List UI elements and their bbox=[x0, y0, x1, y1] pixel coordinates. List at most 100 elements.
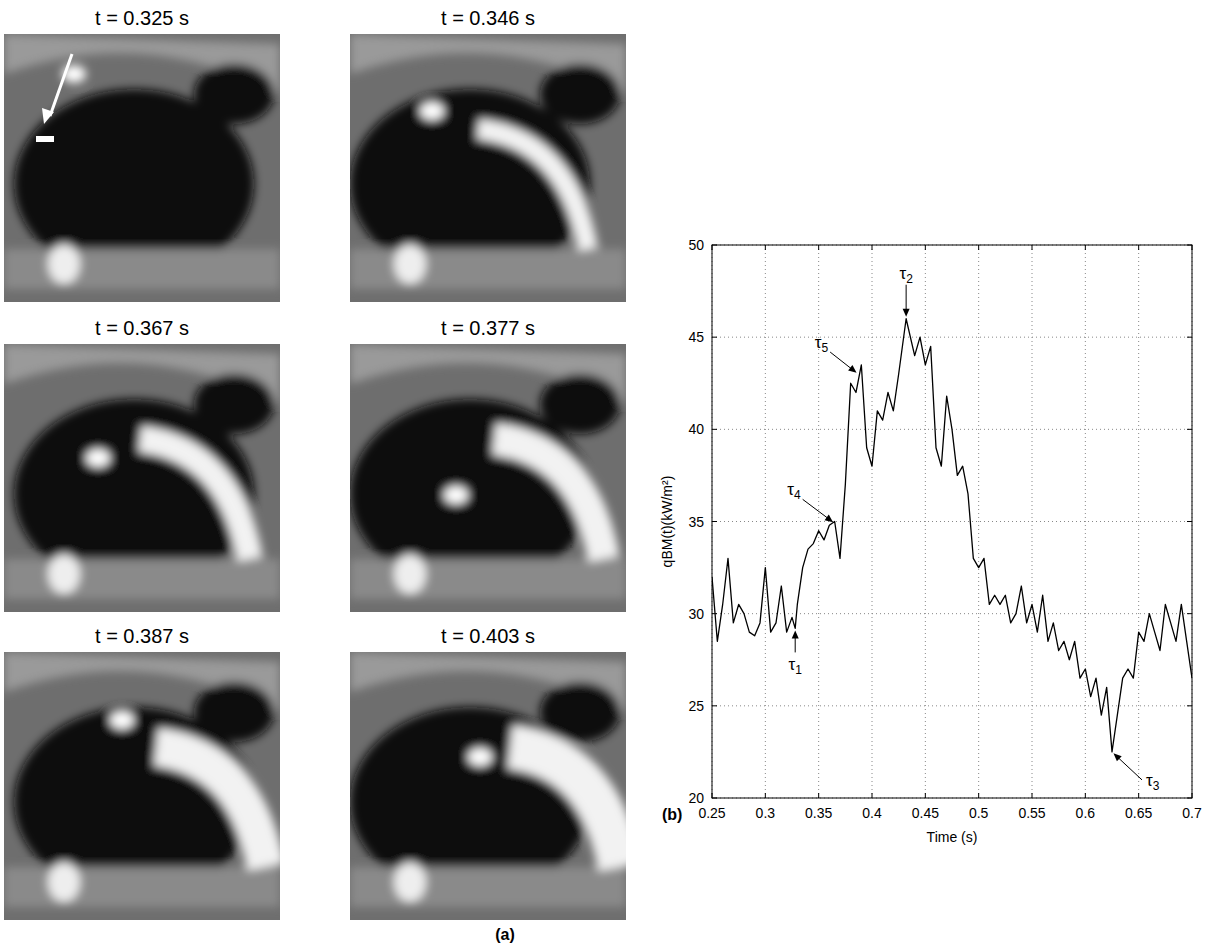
tick bbox=[1187, 613, 1192, 614]
texture bbox=[350, 559, 626, 599]
annotation-arrow bbox=[795, 636, 796, 652]
tick-label: 30 bbox=[688, 606, 704, 622]
texture bbox=[156, 747, 266, 867]
grid-line bbox=[712, 337, 1192, 338]
annotation-arrowhead bbox=[848, 365, 856, 373]
tick bbox=[1138, 793, 1139, 798]
frame-texture bbox=[350, 652, 626, 907]
x-axis-title: Time (s) bbox=[927, 829, 978, 845]
texture bbox=[194, 64, 274, 124]
frame-image bbox=[350, 652, 626, 920]
annotation-label: τ5 bbox=[815, 333, 829, 355]
tick bbox=[978, 793, 979, 798]
grid-line bbox=[1138, 245, 1139, 798]
frame-image bbox=[4, 652, 280, 920]
texture bbox=[350, 249, 626, 289]
annotation-label: τ3 bbox=[1146, 771, 1160, 793]
tick bbox=[712, 429, 717, 430]
texture bbox=[194, 374, 274, 434]
tick-label: 0.3 bbox=[756, 805, 776, 821]
figure: t = 0.325 s t = 0.346 s t = 0.367 s t = 0.3… bbox=[0, 0, 1212, 950]
annotation-arrow bbox=[830, 352, 852, 369]
texture bbox=[4, 559, 280, 599]
texture bbox=[194, 682, 274, 742]
tick bbox=[925, 245, 926, 250]
annotation-label: τ2 bbox=[899, 264, 913, 286]
tick-label: 0.7 bbox=[1182, 805, 1202, 821]
annotation-arrow bbox=[906, 285, 907, 311]
tick-label: 0.5 bbox=[969, 805, 989, 821]
tick-label: 25 bbox=[688, 698, 704, 714]
grid-line bbox=[818, 245, 819, 798]
tick bbox=[925, 793, 926, 798]
texture bbox=[494, 439, 604, 559]
frame-image bbox=[350, 344, 626, 612]
panel-label: (a) bbox=[495, 926, 515, 943]
panel-label: (b) bbox=[662, 806, 682, 823]
tick-label: 0.35 bbox=[805, 805, 832, 821]
tick bbox=[712, 521, 717, 522]
annotation-arrowhead bbox=[825, 515, 834, 523]
frame-bg bbox=[4, 34, 280, 302]
plot-frame bbox=[712, 245, 1192, 798]
texture bbox=[110, 711, 134, 729]
annotation-arrowhead bbox=[903, 309, 910, 317]
tick bbox=[1085, 245, 1086, 250]
texture bbox=[468, 748, 492, 766]
tick-label: 0.25 bbox=[698, 805, 725, 821]
tick bbox=[765, 245, 766, 250]
texture bbox=[540, 64, 620, 124]
tick bbox=[1187, 705, 1192, 706]
grid-line bbox=[712, 705, 1192, 706]
texture bbox=[540, 374, 620, 434]
texture bbox=[540, 682, 620, 742]
annotation-arrowhead bbox=[1113, 753, 1121, 761]
tick-label: 35 bbox=[688, 514, 704, 530]
frame-title: t = 0.325 s bbox=[95, 7, 189, 29]
texture bbox=[350, 867, 626, 907]
frame-texture bbox=[4, 652, 280, 907]
texture bbox=[394, 862, 426, 902]
tick-label: 40 bbox=[688, 421, 704, 437]
tick bbox=[712, 337, 717, 338]
frame-image bbox=[4, 344, 280, 612]
annotation-label: τ1 bbox=[788, 655, 802, 677]
tick-label: 0.55 bbox=[1018, 805, 1045, 821]
frame-title: t = 0.403 s bbox=[441, 625, 535, 647]
tick-label: 20 bbox=[688, 790, 704, 806]
data-line bbox=[712, 319, 1192, 752]
texture bbox=[86, 449, 110, 467]
annotation-arrow bbox=[1118, 757, 1142, 780]
frame-texture bbox=[4, 34, 280, 289]
texture bbox=[48, 244, 80, 284]
texture bbox=[4, 249, 280, 289]
frame-image bbox=[350, 34, 626, 302]
annotation-arrowhead bbox=[792, 630, 799, 638]
texture bbox=[394, 244, 426, 284]
annotation-label: τ4 bbox=[787, 480, 801, 502]
tick-label: 0.65 bbox=[1125, 805, 1152, 821]
tick bbox=[872, 793, 873, 798]
tick bbox=[872, 245, 873, 250]
tick bbox=[1187, 521, 1192, 522]
annotation-arrow bbox=[803, 499, 829, 518]
texture bbox=[48, 554, 80, 594]
texture bbox=[510, 747, 620, 867]
tick-label: 0.45 bbox=[912, 805, 939, 821]
tick bbox=[818, 245, 819, 250]
tick bbox=[1032, 245, 1033, 250]
texture bbox=[444, 486, 468, 504]
frame-bg bbox=[4, 652, 280, 920]
frame-title: t = 0.346 s bbox=[441, 7, 535, 29]
tick bbox=[978, 245, 979, 250]
plot-area bbox=[712, 319, 1192, 752]
frame-title: t = 0.367 s bbox=[95, 317, 189, 339]
frame-title: t = 0.387 s bbox=[95, 625, 189, 647]
texture bbox=[420, 102, 444, 120]
frame-texture bbox=[350, 344, 626, 599]
tick-label: 0.6 bbox=[1076, 805, 1096, 821]
tick bbox=[818, 793, 819, 798]
y-axis-title: qBM(t)(kW/m²) bbox=[659, 476, 675, 568]
frame-bg bbox=[350, 652, 626, 920]
tick bbox=[1138, 245, 1139, 250]
